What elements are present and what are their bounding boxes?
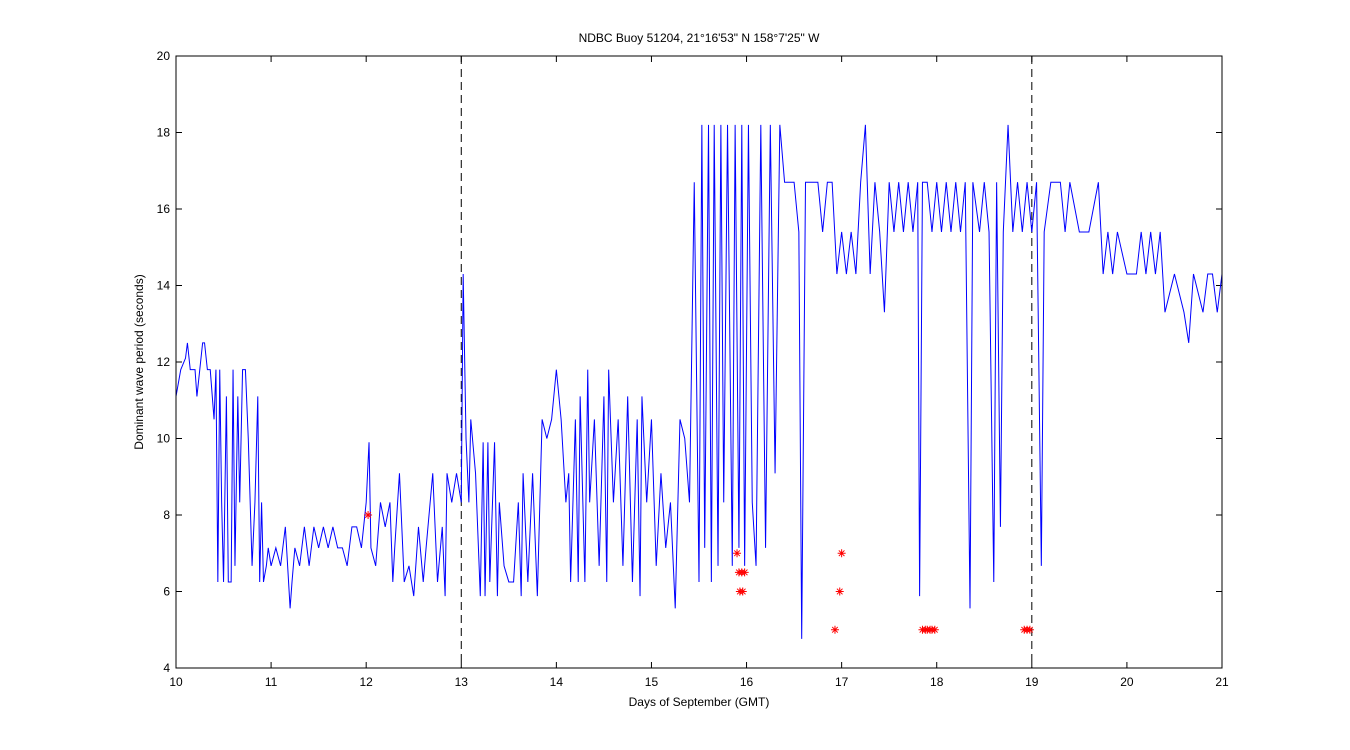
y-tick-label: 20 <box>157 49 171 63</box>
data-point <box>740 568 749 577</box>
y-tick-label: 6 <box>163 585 170 599</box>
data-point <box>835 587 844 596</box>
x-tick-label: 17 <box>835 675 849 689</box>
data-point <box>837 549 846 558</box>
y-tick-label: 18 <box>157 126 171 140</box>
x-tick-label: 12 <box>360 675 374 689</box>
axes-box <box>175 55 1223 669</box>
data-point <box>733 549 742 558</box>
y-axis-label: Dominant wave period (seconds) <box>132 274 146 449</box>
x-tick-label: 18 <box>930 675 944 689</box>
y-tick-label: 10 <box>157 432 171 446</box>
x-tick-label: 14 <box>550 675 564 689</box>
x-tick-label: 19 <box>1025 675 1039 689</box>
x-tick-label: 20 <box>1120 675 1134 689</box>
data-point <box>364 511 373 519</box>
x-tick-label: 13 <box>455 675 469 689</box>
chart-title: NDBC Buoy 51204, 21°16'53" N 158°7'25" W <box>579 31 821 45</box>
x-tick-label: 10 <box>169 675 183 689</box>
y-tick-label: 14 <box>157 279 171 293</box>
data-point <box>830 625 839 634</box>
y-tick-label: 4 <box>163 661 170 675</box>
data-point <box>738 587 747 596</box>
x-tick-label: 15 <box>645 675 659 689</box>
data-point <box>930 625 939 634</box>
x-tick-label: 21 <box>1215 675 1229 689</box>
y-tick-label: 16 <box>157 202 171 216</box>
data-point <box>1025 625 1034 634</box>
x-tick-label: 11 <box>265 675 278 689</box>
y-tick-label: 12 <box>157 355 171 369</box>
y-tick-label: 8 <box>163 508 170 522</box>
x-axis-label: Days of September (GMT) <box>629 695 770 709</box>
x-tick-label: 16 <box>740 675 754 689</box>
data-line <box>175 124 1223 639</box>
